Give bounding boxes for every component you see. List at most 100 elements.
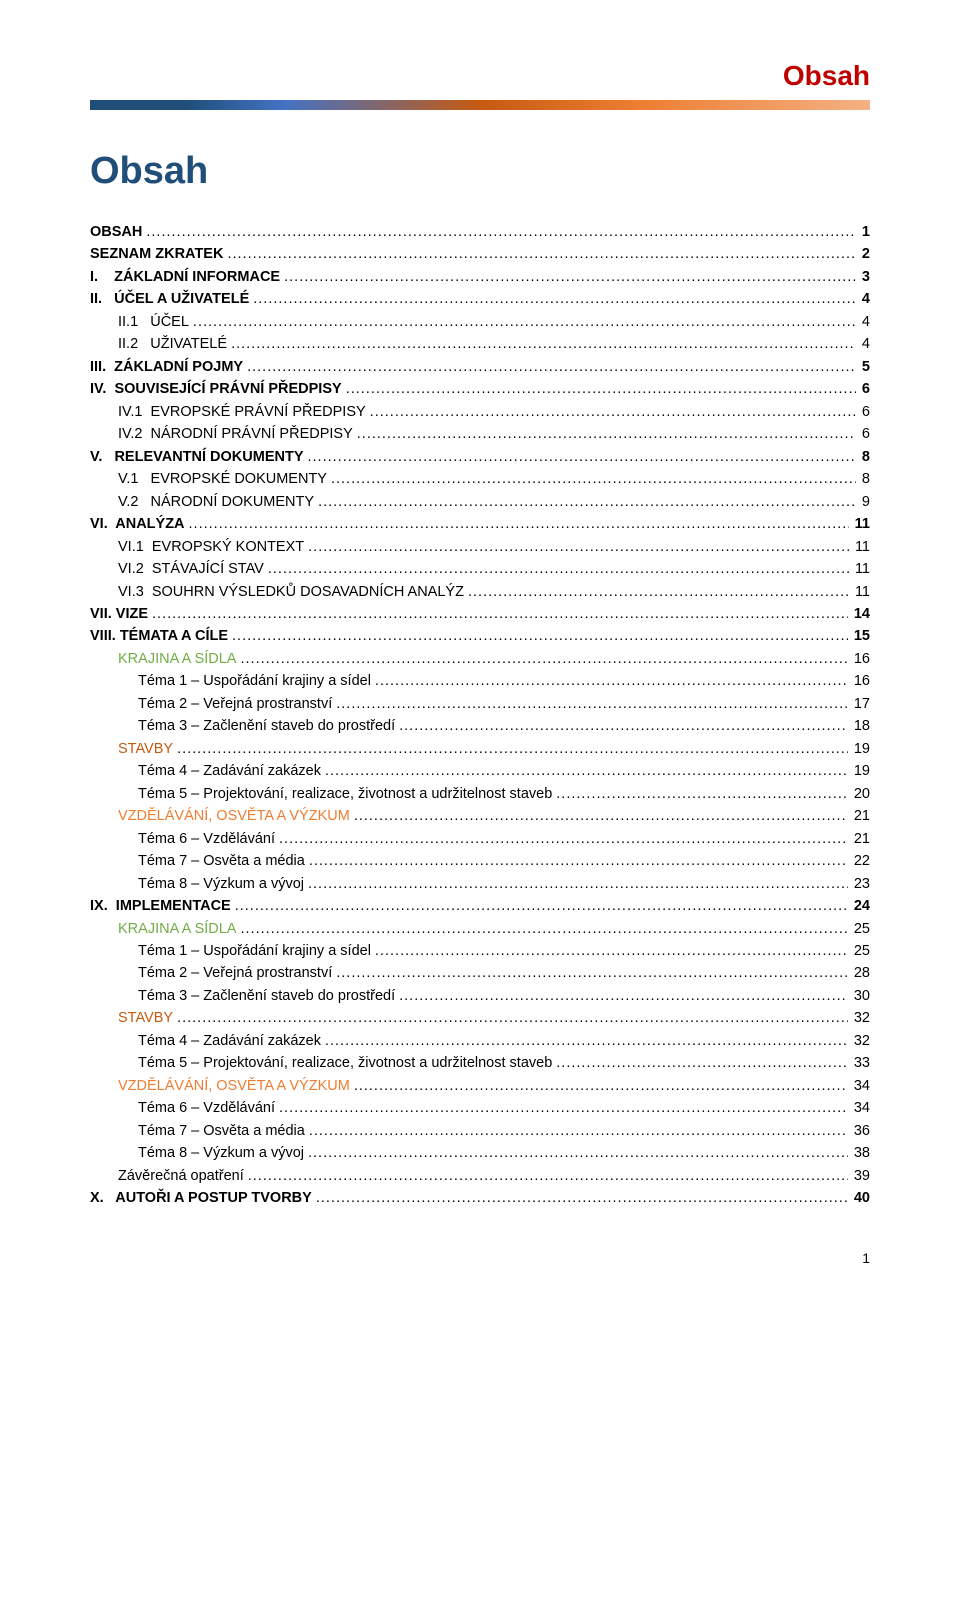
toc-row[interactable]: Téma 8 – Výzkum a vývoj38 xyxy=(90,1142,870,1164)
toc-dot-leader xyxy=(354,1075,848,1097)
toc-page-number: 25 xyxy=(848,918,870,940)
toc-page-number: 33 xyxy=(848,1052,870,1074)
toc-label: VI. ANALÝZA xyxy=(90,513,189,535)
toc-row[interactable]: Téma 2 – Veřejná prostranství17 xyxy=(90,693,870,715)
toc-row[interactable]: VI.3 SOUHRN VÝSLEDKŮ DOSAVADNÍCH ANALÝZ1… xyxy=(90,581,870,603)
toc-label: II. ÚČEL A UŽIVATELÉ xyxy=(90,288,253,310)
toc-label: VIII. TÉMATA A CÍLE xyxy=(90,625,232,647)
toc-page-number: 3 xyxy=(856,266,870,288)
toc-label: V.2 NÁRODNÍ DOKUMENTY xyxy=(118,491,318,513)
toc-row[interactable]: KRAJINA A SÍDLA16 xyxy=(90,648,870,670)
toc-row[interactable]: III. ZÁKLADNÍ POJMY5 xyxy=(90,356,870,378)
toc-dot-leader xyxy=(468,581,849,603)
toc-row[interactable]: VIII. TÉMATA A CÍLE15 xyxy=(90,625,870,647)
toc-page-number: 1 xyxy=(856,221,870,243)
toc-row[interactable]: Téma 1 – Uspořádání krajiny a sídel25 xyxy=(90,940,870,962)
toc-row[interactable]: Téma 4 – Zadávání zakázek19 xyxy=(90,760,870,782)
toc-row[interactable]: X. AUTOŘI A POSTUP TVORBY40 xyxy=(90,1187,870,1209)
toc-row[interactable]: Závěrečná opatření39 xyxy=(90,1165,870,1187)
toc-row[interactable]: VZDĚLÁVÁNÍ, OSVĚTA A VÝZKUM21 xyxy=(90,805,870,827)
toc-dot-leader xyxy=(346,378,856,400)
toc-row[interactable]: II.2 UŽIVATELÉ4 xyxy=(90,333,870,355)
toc-label: Téma 4 – Zadávání zakázek xyxy=(138,760,325,782)
toc-dot-leader xyxy=(399,715,848,737)
toc-row[interactable]: VZDĚLÁVÁNÍ, OSVĚTA A VÝZKUM34 xyxy=(90,1075,870,1097)
toc-row[interactable]: Téma 8 – Výzkum a vývoj23 xyxy=(90,873,870,895)
toc-page-number: 20 xyxy=(848,783,870,805)
toc-row[interactable]: V.1 EVROPSKÉ DOKUMENTY 8 xyxy=(90,468,870,490)
toc-label: VII. VIZE xyxy=(90,603,152,625)
toc-label: V.1 EVROPSKÉ DOKUMENTY xyxy=(118,468,331,490)
toc-row[interactable]: SEZNAM ZKRATEK2 xyxy=(90,243,870,265)
toc-dot-leader xyxy=(556,1052,848,1074)
toc-label: Téma 5 – Projektování, realizace, životn… xyxy=(138,783,556,805)
toc-label: Téma 5 – Projektování, realizace, životn… xyxy=(138,1052,556,1074)
toc-row[interactable]: STAVBY19 xyxy=(90,738,870,760)
toc-row[interactable]: STAVBY 32 xyxy=(90,1007,870,1029)
toc-page-number: 4 xyxy=(856,333,870,355)
toc-label: STAVBY xyxy=(118,1007,177,1029)
toc-row[interactable]: Téma 3 – Začlenění staveb do prostředí18 xyxy=(90,715,870,737)
toc-row[interactable]: II. ÚČEL A UŽIVATELÉ4 xyxy=(90,288,870,310)
toc-dot-leader xyxy=(375,940,848,962)
toc-page-number: 22 xyxy=(848,850,870,872)
toc-label: Téma 8 – Výzkum a vývoj xyxy=(138,1142,308,1164)
toc-label: IV.2 NÁRODNÍ PRÁVNÍ PŘEDPISY xyxy=(118,423,357,445)
toc-dot-leader xyxy=(235,895,848,917)
toc-page-number: 11 xyxy=(849,536,870,558)
toc-label: III. ZÁKLADNÍ POJMY xyxy=(90,356,247,378)
toc-label: VI.1 EVROPSKÝ KONTEXT xyxy=(118,536,308,558)
toc-dot-leader xyxy=(247,356,856,378)
toc-row[interactable]: Téma 6 – Vzdělávání21 xyxy=(90,828,870,850)
toc-row[interactable]: VI.2 STÁVAJÍCÍ STAV11 xyxy=(90,558,870,580)
toc-row[interactable]: II.1 ÚČEL4 xyxy=(90,311,870,333)
toc-row[interactable]: V. RELEVANTNÍ DOKUMENTY8 xyxy=(90,446,870,468)
toc-row[interactable]: IX. IMPLEMENTACE24 xyxy=(90,895,870,917)
toc-row[interactable]: Téma 7 – Osvěta a média36 xyxy=(90,1120,870,1142)
header-gradient-rule xyxy=(90,100,870,110)
toc-dot-leader xyxy=(253,288,856,310)
toc-dot-leader xyxy=(279,1097,848,1119)
toc-label: KRAJINA A SÍDLA xyxy=(118,648,240,670)
toc-row[interactable]: IV. SOUVISEJÍCÍ PRÁVNÍ PŘEDPISY6 xyxy=(90,378,870,400)
toc-row[interactable]: V.2 NÁRODNÍ DOKUMENTY9 xyxy=(90,491,870,513)
toc-row[interactable]: Téma 7 – Osvěta a média22 xyxy=(90,850,870,872)
toc-label: IV.1 EVROPSKÉ PRÁVNÍ PŘEDPISY xyxy=(118,401,370,423)
page-number: 1 xyxy=(90,1250,870,1266)
toc-dot-leader xyxy=(279,828,848,850)
toc-row[interactable]: Téma 3 – Začlenění staveb do prostředí30 xyxy=(90,985,870,1007)
toc-row[interactable]: VI.1 EVROPSKÝ KONTEXT 11 xyxy=(90,536,870,558)
toc-page-number: 32 xyxy=(848,1030,870,1052)
toc-row[interactable]: KRAJINA A SÍDLA25 xyxy=(90,918,870,940)
toc-row[interactable]: Téma 6 – Vzdělávání34 xyxy=(90,1097,870,1119)
toc-row[interactable]: VI. ANALÝZA11 xyxy=(90,513,870,535)
toc-row[interactable]: VII. VIZE14 xyxy=(90,603,870,625)
toc-label: Téma 6 – Vzdělávání xyxy=(138,828,279,850)
toc-row[interactable]: Téma 5 – Projektování, realizace, životn… xyxy=(90,1052,870,1074)
toc-page-number: 8 xyxy=(856,468,870,490)
toc-dot-leader xyxy=(240,918,847,940)
toc-label: Téma 3 – Začlenění staveb do prostředí xyxy=(138,985,399,1007)
toc-row[interactable]: Téma 5 – Projektování, realizace, životn… xyxy=(90,783,870,805)
toc-dot-leader xyxy=(189,513,849,535)
toc-label: Téma 4 – Zadávání zakázek xyxy=(138,1030,325,1052)
toc-row[interactable]: IV.2 NÁRODNÍ PRÁVNÍ PŘEDPISY6 xyxy=(90,423,870,445)
toc-dot-leader xyxy=(316,1187,848,1209)
toc-page-number: 32 xyxy=(848,1007,870,1029)
toc-dot-leader xyxy=(309,850,848,872)
toc-row[interactable]: Téma 2 – Veřejná prostranství28 xyxy=(90,962,870,984)
toc-page-number: 39 xyxy=(848,1165,870,1187)
toc-row[interactable]: IV.1 EVROPSKÉ PRÁVNÍ PŘEDPISY6 xyxy=(90,401,870,423)
toc-label: II.1 ÚČEL xyxy=(118,311,193,333)
toc-page-number: 34 xyxy=(848,1097,870,1119)
toc-page-number: 8 xyxy=(856,446,870,468)
toc-row[interactable]: I. ZÁKLADNÍ INFORMACE3 xyxy=(90,266,870,288)
toc-dot-leader xyxy=(556,783,848,805)
toc-page-number: 11 xyxy=(849,558,870,580)
toc-row[interactable]: Téma 4 – Zadávání zakázek 32 xyxy=(90,1030,870,1052)
toc-label: STAVBY xyxy=(118,738,177,760)
toc-label: VZDĚLÁVÁNÍ, OSVĚTA A VÝZKUM xyxy=(118,805,354,827)
toc-dot-leader xyxy=(336,962,848,984)
toc-row[interactable]: OBSAH1 xyxy=(90,221,870,243)
toc-row[interactable]: Téma 1 – Uspořádání krajiny a sídel16 xyxy=(90,670,870,692)
